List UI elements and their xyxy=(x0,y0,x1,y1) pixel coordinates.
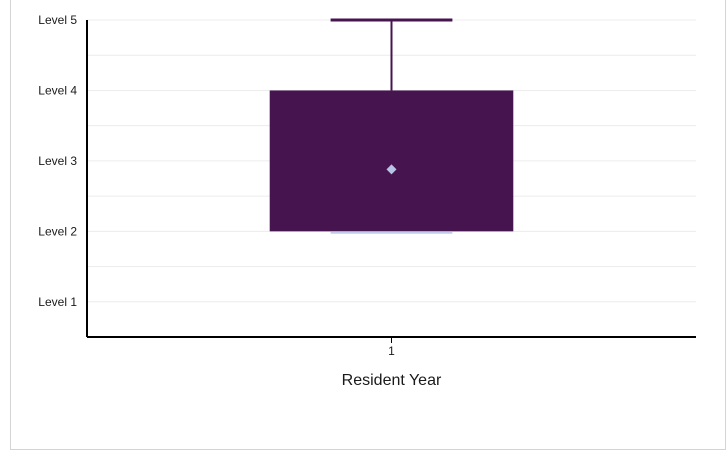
y-tick-label: Level 1 xyxy=(38,295,77,309)
y-tick-label: Level 3 xyxy=(38,154,77,168)
y-tick-label: Level 2 xyxy=(38,224,77,238)
y-tick-label: Level 4 xyxy=(38,83,77,97)
x-tick-label: 1 xyxy=(388,344,395,358)
box-series xyxy=(269,18,514,234)
mean-marker xyxy=(386,164,397,175)
x-axis-label: Resident Year xyxy=(342,372,442,389)
x-axis-ticks: 1 xyxy=(388,337,395,358)
y-tick-label: Level 5 xyxy=(38,13,77,27)
y-axis-ticks: Level 1 Level 2 Level 3 Level 4 Level 5 xyxy=(38,13,77,309)
box-body xyxy=(269,90,514,232)
